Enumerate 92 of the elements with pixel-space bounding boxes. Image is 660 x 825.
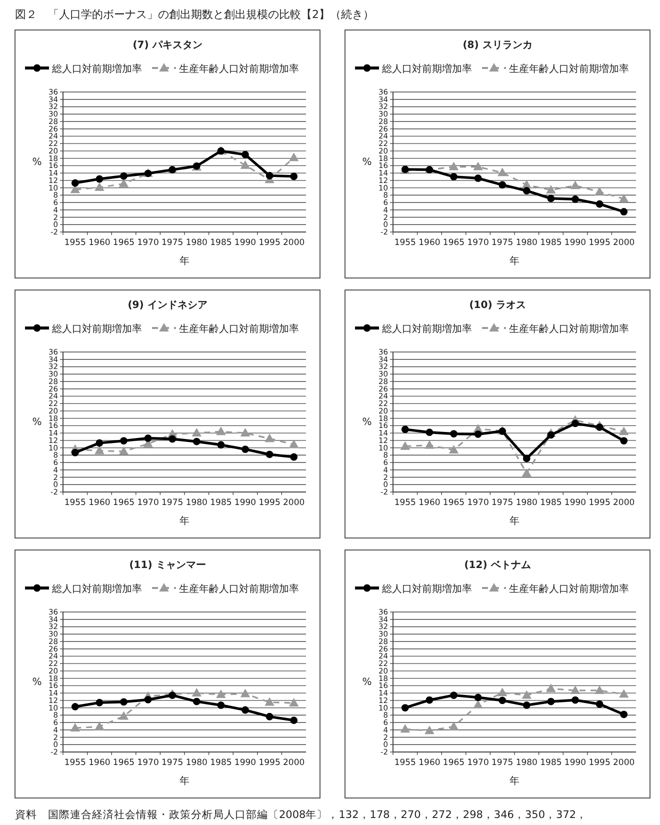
y-axis-title: % bbox=[362, 677, 372, 688]
legend-label: 総人口対前期増加率 bbox=[51, 63, 142, 75]
x-tick-label: 1965 bbox=[112, 238, 135, 248]
x-tick-label: 1975 bbox=[492, 238, 514, 248]
x-tick-label: 1975 bbox=[492, 758, 514, 768]
chart-title: (10) ラオス bbox=[469, 300, 526, 311]
legend-label: 生産年齢人口対前期増加率 bbox=[509, 63, 629, 75]
x-tick-label: 1985 bbox=[210, 758, 232, 768]
x-tick-label: 1970 bbox=[137, 498, 159, 508]
x-axis-title: 年 bbox=[180, 515, 190, 527]
x-tick-label: 1980 bbox=[186, 498, 208, 508]
x-tick-label: 1955 bbox=[64, 238, 86, 248]
legend-label: 総人口対前期増加率 bbox=[381, 583, 472, 595]
x-tick-label: 2000 bbox=[283, 238, 305, 248]
x-tick-label: 1960 bbox=[88, 758, 110, 768]
x-tick-label: 1980 bbox=[186, 238, 208, 248]
x-tick-label: 1960 bbox=[418, 758, 440, 768]
x-tick-label: 1970 bbox=[467, 758, 489, 768]
y-axis-title: % bbox=[362, 417, 372, 428]
x-tick-label: 1985 bbox=[210, 498, 232, 508]
x-tick-label: 1965 bbox=[112, 758, 135, 768]
text: 資料 国際連合経済社会情報・政策分析局人口部編〔2008年〕，132，178，270，272，298，346，350，372， bbox=[15, 808, 588, 821]
x-tick-label: 1995 bbox=[588, 238, 610, 248]
legend-label: 生産年齢人口対前期増加率 bbox=[509, 323, 629, 335]
x-tick-label: 1990 bbox=[564, 238, 586, 248]
x-tick-label: 1955 bbox=[64, 498, 86, 508]
x-axis-title: 年 bbox=[510, 255, 520, 267]
x-axis-title: 年 bbox=[510, 515, 520, 527]
x-tick-label: 1975 bbox=[162, 758, 184, 768]
chart-title: (9) インドネシア bbox=[128, 300, 208, 311]
x-tick-label: 1995 bbox=[258, 498, 280, 508]
legend-label: 生産年齢人口対前期増加率 bbox=[179, 323, 299, 335]
x-tick-label: 1975 bbox=[162, 498, 184, 508]
x-tick-label: 1955 bbox=[394, 238, 416, 248]
x-tick-label: 1965 bbox=[442, 238, 465, 248]
x-tick-label: 1990 bbox=[234, 498, 256, 508]
x-tick-label: 1990 bbox=[234, 238, 256, 248]
x-tick-label: 2000 bbox=[613, 758, 635, 768]
x-tick-label: 1955 bbox=[64, 758, 86, 768]
legend-label: 生産年齢人口対前期増加率 bbox=[179, 63, 299, 75]
legend-label: 総人口対前期増加率 bbox=[381, 63, 472, 75]
text: 図２ 「人口学的ボーナス」の創出期数と創出規模の比較【2】（続き） bbox=[15, 8, 374, 21]
x-axis-title: 年 bbox=[180, 775, 190, 787]
y-axis-title: % bbox=[32, 157, 42, 168]
x-tick-label: 1985 bbox=[540, 238, 562, 248]
x-tick-label: 1955 bbox=[394, 498, 416, 508]
x-tick-label: 1960 bbox=[418, 238, 440, 248]
x-tick-label: 1970 bbox=[137, 758, 159, 768]
x-tick-label: 1980 bbox=[516, 498, 538, 508]
chart-title: (8) スリランカ bbox=[462, 40, 532, 51]
x-tick-label: 2000 bbox=[283, 758, 305, 768]
legend-label: 総人口対前期増加率 bbox=[51, 323, 142, 335]
x-tick-label: 1970 bbox=[467, 238, 489, 248]
legend-label: 総人口対前期増加率 bbox=[51, 583, 142, 595]
x-tick-label: 1995 bbox=[588, 498, 610, 508]
legend-label: 生産年齢人口対前期増加率 bbox=[509, 583, 629, 595]
x-tick-label: 1980 bbox=[516, 758, 538, 768]
x-tick-label: 2000 bbox=[283, 498, 305, 508]
x-tick-label: 1990 bbox=[564, 498, 586, 508]
x-tick-label: 1980 bbox=[516, 238, 538, 248]
x-axis-title: 年 bbox=[180, 255, 190, 267]
x-tick-label: 1960 bbox=[88, 238, 110, 248]
x-tick-label: 1960 bbox=[418, 498, 440, 508]
x-tick-label: 1975 bbox=[162, 238, 184, 248]
x-tick-label: 1970 bbox=[137, 238, 159, 248]
x-tick-label: 1985 bbox=[540, 498, 562, 508]
x-tick-label: 2000 bbox=[613, 238, 635, 248]
x-tick-label: 1960 bbox=[88, 498, 110, 508]
x-axis-title: 年 bbox=[510, 775, 520, 787]
x-tick-label: 1980 bbox=[186, 758, 208, 768]
x-tick-label: 1985 bbox=[210, 238, 232, 248]
x-tick-label: 1995 bbox=[258, 758, 280, 768]
x-tick-label: 1995 bbox=[258, 238, 280, 248]
x-tick-label: 1985 bbox=[540, 758, 562, 768]
x-tick-label: 1965 bbox=[442, 498, 465, 508]
chart-title: (11) ミャンマー bbox=[129, 560, 206, 571]
y-axis-title: % bbox=[32, 417, 42, 428]
legend-label: 総人口対前期増加率 bbox=[381, 323, 472, 335]
y-axis-title: % bbox=[362, 157, 372, 168]
x-tick-label: 1990 bbox=[234, 758, 256, 768]
x-tick-label: 2000 bbox=[613, 498, 635, 508]
x-tick-label: 1995 bbox=[588, 758, 610, 768]
y-axis-title: % bbox=[32, 677, 42, 688]
chart-title: (12) ベトナム bbox=[464, 560, 531, 571]
x-tick-label: 1965 bbox=[112, 498, 135, 508]
legend-label: 生産年齢人口対前期増加率 bbox=[179, 583, 299, 595]
x-tick-label: 1970 bbox=[467, 498, 489, 508]
x-tick-label: 1975 bbox=[492, 498, 514, 508]
x-tick-label: 1955 bbox=[394, 758, 416, 768]
x-tick-label: 1990 bbox=[564, 758, 586, 768]
x-tick-label: 1965 bbox=[442, 758, 465, 768]
chart-title: (7) パキスタン bbox=[132, 40, 202, 51]
